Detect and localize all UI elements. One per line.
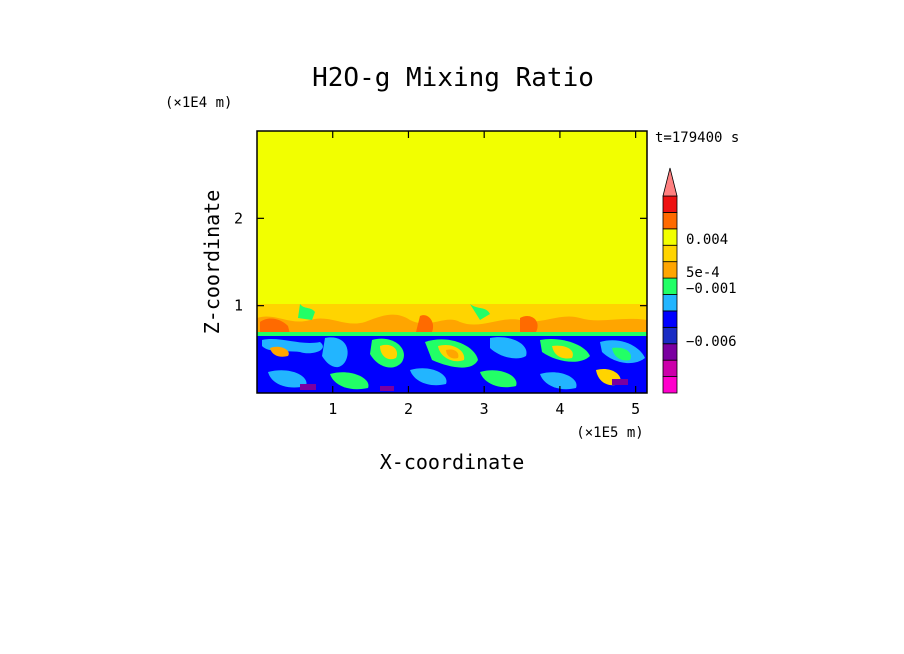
x-axis-ticks: 1 2 3 4 5 <box>328 131 640 418</box>
colorbar-label: 0.004 <box>686 232 728 248</box>
x-tick-label: 5 <box>631 400 640 418</box>
colorbar-segment <box>662 359 678 377</box>
lower-purple-patch <box>380 386 394 391</box>
lower-purple-patch <box>300 384 316 390</box>
x-unit-label: (×1E5 m) <box>576 425 643 441</box>
x-tick-label: 2 <box>404 400 413 418</box>
colorbar <box>662 167 678 394</box>
lower-orange-patch <box>446 349 459 359</box>
mixed-red-patch <box>416 315 434 332</box>
lower-cyan-patch <box>410 368 447 386</box>
lower-cyan-patch <box>540 372 577 390</box>
x-tick-label: 3 <box>480 400 489 418</box>
plot-frame <box>256 130 648 394</box>
mixed-green-patch <box>470 304 490 320</box>
lower-cyan-patch <box>490 337 527 359</box>
colorbar-segment <box>662 343 678 361</box>
heatmap-field <box>257 131 647 393</box>
colorbar-segment <box>662 244 678 263</box>
colorbar-segment <box>662 228 678 246</box>
colorbar-label: 5e-4 <box>686 265 720 281</box>
colorbar-segment <box>662 310 678 328</box>
colorbar-arrow <box>662 167 678 197</box>
colorbar-segment <box>662 261 678 279</box>
colorbar-segment <box>662 212 678 230</box>
lower-orange-patch <box>270 346 289 357</box>
colorbar-segment <box>662 294 678 312</box>
y-axis-ticks: 12 <box>234 209 647 315</box>
colorbar-segment <box>662 326 678 345</box>
lower-purple-patch <box>612 379 628 385</box>
lower-green-patch <box>612 347 631 361</box>
y-tick-label: 1 <box>234 297 243 315</box>
y-tick-label: 2 <box>234 209 243 227</box>
colorbar-label: −0.006 <box>686 334 737 350</box>
x-axis-label: X-coordinate <box>380 450 525 474</box>
colorbar-segment <box>662 195 678 213</box>
lower-yellow-patch <box>380 344 398 360</box>
chart-title: H2O-g Mixing Ratio <box>312 63 594 93</box>
lower-yellow-patch <box>552 345 573 359</box>
mixed-red-patch <box>260 318 290 334</box>
lower-green-patch <box>480 370 517 388</box>
lower-boundary-band <box>257 332 647 336</box>
mixed-red-patch <box>520 315 538 332</box>
mixed-green-patch <box>298 304 315 320</box>
lower-cyan-patch <box>322 337 348 368</box>
x-tick-label: 1 <box>328 400 337 418</box>
lower-green-patch <box>330 372 369 390</box>
y-axis-label: Z-coordinate <box>200 190 224 335</box>
x-tick-label: 4 <box>555 400 564 418</box>
y-unit-label: (×1E4 m) <box>165 95 232 111</box>
colorbar-labels: 0.004 5e-4−0.001 −0.006 <box>686 232 737 350</box>
colorbar-segment <box>662 376 678 394</box>
colorbar-label: −0.001 <box>686 281 737 297</box>
time-label: t=179400 s <box>655 130 739 146</box>
colorbar-segment <box>662 277 678 295</box>
mixed-orange-band <box>257 314 647 334</box>
lower-cyan-patch <box>268 370 307 388</box>
